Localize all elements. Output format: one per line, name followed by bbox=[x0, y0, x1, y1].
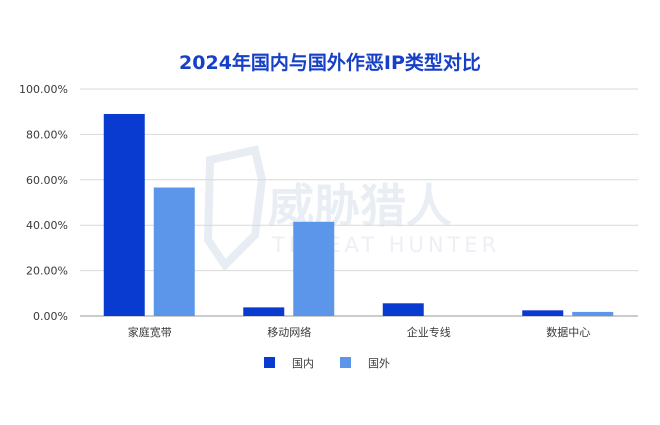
legend-label: 国外 bbox=[368, 357, 390, 370]
bar-国内-家庭宽带 bbox=[103, 113, 145, 316]
bar-国内-移动网络 bbox=[243, 307, 285, 316]
legend-swatch-国内 bbox=[264, 357, 275, 368]
y-tick-label: 100.00% bbox=[19, 83, 68, 96]
bar-国外-家庭宽带 bbox=[153, 187, 195, 316]
x-axis: 家庭宽带 移动网络 企业专线 数据中心 bbox=[128, 325, 591, 339]
y-tick-label: 20.00% bbox=[26, 265, 68, 278]
chart-title: 2024年国内与国外作恶IP类型对比 bbox=[179, 51, 481, 74]
y-tick-label: 0.00% bbox=[33, 310, 68, 323]
x-tick-label: 企业专线 bbox=[407, 325, 451, 339]
watermark-shield-icon bbox=[203, 145, 267, 272]
x-tick-label: 数据中心 bbox=[546, 325, 590, 339]
x-tick-label: 家庭宽带 bbox=[128, 325, 172, 339]
legend-swatch-国外 bbox=[340, 357, 351, 368]
y-tick-label: 60.00% bbox=[26, 174, 68, 187]
bar-国外-数据中心 bbox=[572, 311, 614, 316]
bar-国内-数据中心 bbox=[522, 310, 564, 316]
y-tick-label: 40.00% bbox=[26, 219, 68, 232]
legend: 国内 国外 bbox=[264, 356, 390, 370]
bars bbox=[103, 113, 614, 316]
watermark: 威胁猎人 THREAT HUNTER bbox=[203, 145, 496, 272]
legend-label: 国内 bbox=[292, 356, 314, 370]
y-axis: 0.00% 20.00% 40.00% 60.00% 80.00% 100.00% bbox=[19, 83, 68, 323]
y-tick-label: 80.00% bbox=[26, 128, 68, 141]
x-tick-label: 移动网络 bbox=[267, 325, 311, 339]
bar-国外-移动网络 bbox=[293, 221, 335, 316]
bar-国内-企业专线 bbox=[382, 303, 424, 316]
